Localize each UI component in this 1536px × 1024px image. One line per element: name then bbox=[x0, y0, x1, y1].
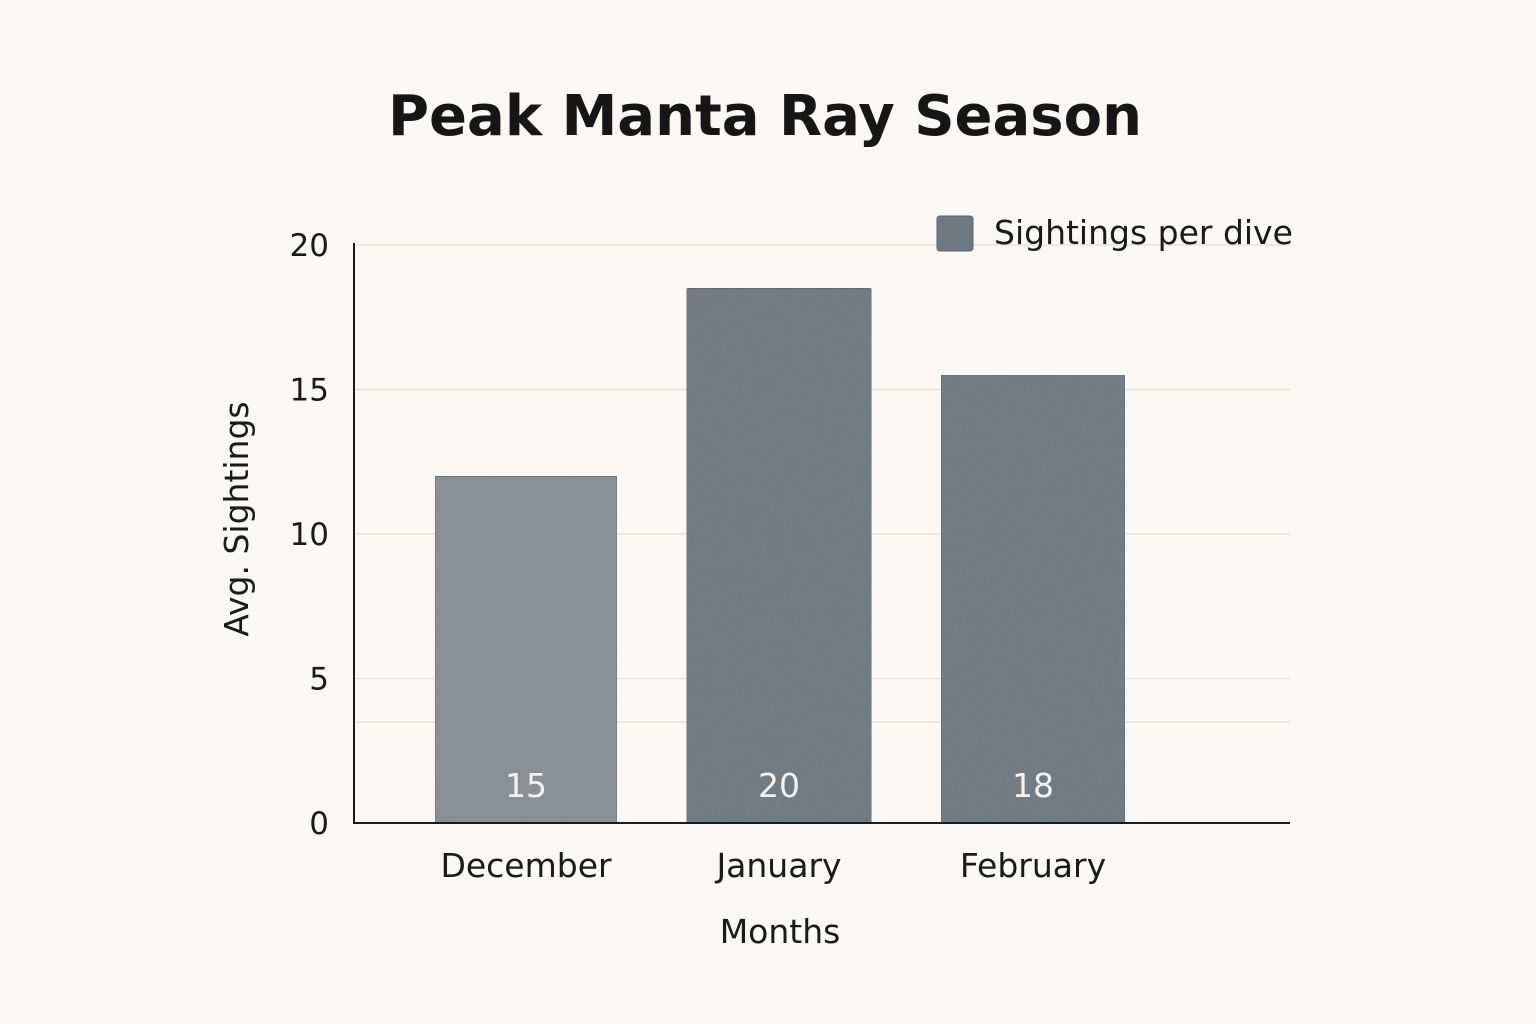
x-tick-label: December bbox=[440, 846, 612, 885]
bar-value-label: 20 bbox=[758, 766, 800, 805]
y-tick-label: 10 bbox=[290, 517, 329, 553]
bar-value-label: 18 bbox=[1012, 766, 1054, 805]
y-tick-label: 15 bbox=[290, 373, 329, 409]
bar-january bbox=[686, 287, 872, 824]
data-labels: 15 20 18 bbox=[505, 766, 1054, 805]
legend: Sightings per dive bbox=[936, 213, 1293, 252]
bar-february bbox=[940, 374, 1126, 824]
chart-title: Peak Manta Ray Season bbox=[388, 84, 1142, 149]
y-axis-title: Avg. Sightings bbox=[217, 401, 256, 636]
y-tick-label: 5 bbox=[309, 662, 329, 698]
legend-swatch bbox=[936, 215, 974, 252]
x-axis-ticks: December January February bbox=[440, 846, 1106, 885]
bars bbox=[434, 287, 1126, 824]
bar-value-label: 15 bbox=[505, 766, 547, 805]
y-axis-ticks: 0 5 10 15 20 bbox=[290, 228, 329, 842]
legend-label: Sightings per dive bbox=[994, 213, 1293, 252]
x-axis-title: Months bbox=[720, 912, 841, 951]
x-tick-label: January bbox=[714, 846, 841, 885]
y-tick-label: 20 bbox=[290, 228, 329, 264]
y-tick-label: 0 bbox=[309, 806, 329, 842]
x-tick-label: February bbox=[960, 846, 1106, 885]
